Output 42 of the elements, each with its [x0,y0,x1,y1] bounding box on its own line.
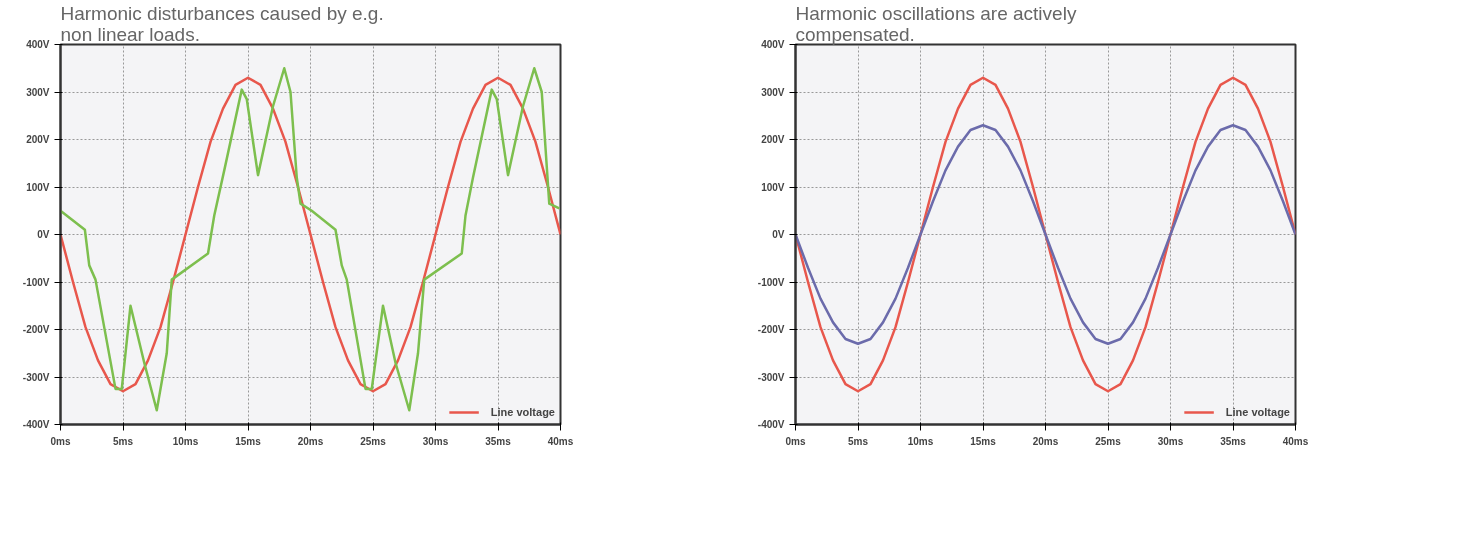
x-tick-label: 40ms [1282,435,1309,447]
x-tick-label: 30ms [1157,435,1184,447]
x-tick-label: 40ms [547,435,574,447]
y-tick-label: -100V [757,276,785,288]
y-tick-label: -300V [22,371,50,383]
x-tick-label: 25ms [360,435,387,447]
y-tick-label: 200V [26,134,50,145]
x-tick-label: 35ms [485,435,512,447]
x-tick-label: 15ms [235,435,262,447]
x-tick-label: 25ms [1095,435,1122,447]
y-tick-label: 400V [761,39,785,50]
x-tick-label: 0ms [50,435,71,447]
x-tick-label: 10ms [907,435,934,447]
y-tick-label: 200V [761,134,785,145]
y-tick-label: 100V [26,181,50,193]
line-series [795,124,1296,345]
x-tick-label: 30ms [422,435,449,447]
line-series [795,76,1296,393]
y-tick-label: -400V [757,419,785,430]
x-tick-label: 10ms [172,435,199,447]
y-tick-label: -400V [22,419,50,430]
y-tick-label: -300V [757,371,785,383]
x-tick-label: 5ms [112,435,134,447]
y-tick-label: -100V [22,276,50,288]
y-tick-label: 300V [26,86,50,98]
x-tick-label: 5ms [847,435,869,447]
legend-label: Line voltage [1225,405,1290,419]
legend-label: Line voltage [490,405,555,419]
y-tick-label: -200V [757,324,785,335]
y-tick-label: -200V [22,324,50,335]
chart-title: Harmonic oscillations are actively compensated. [795,2,1077,45]
y-tick-label: 100V [761,181,785,193]
y-tick-label: 300V [761,86,785,98]
x-tick-label: 20ms [297,435,324,447]
y-tick-label: 0V [772,229,785,240]
y-tick-label: 0V [37,229,50,240]
x-tick-label: 0ms [785,435,806,447]
chart-title: Harmonic disturbances caused by e.g. non linear loads. [60,2,384,45]
y-tick-label: 400V [26,39,50,50]
x-tick-label: 35ms [1220,435,1247,447]
x-tick-label: 15ms [970,435,997,447]
x-tick-label: 20ms [1032,435,1059,447]
